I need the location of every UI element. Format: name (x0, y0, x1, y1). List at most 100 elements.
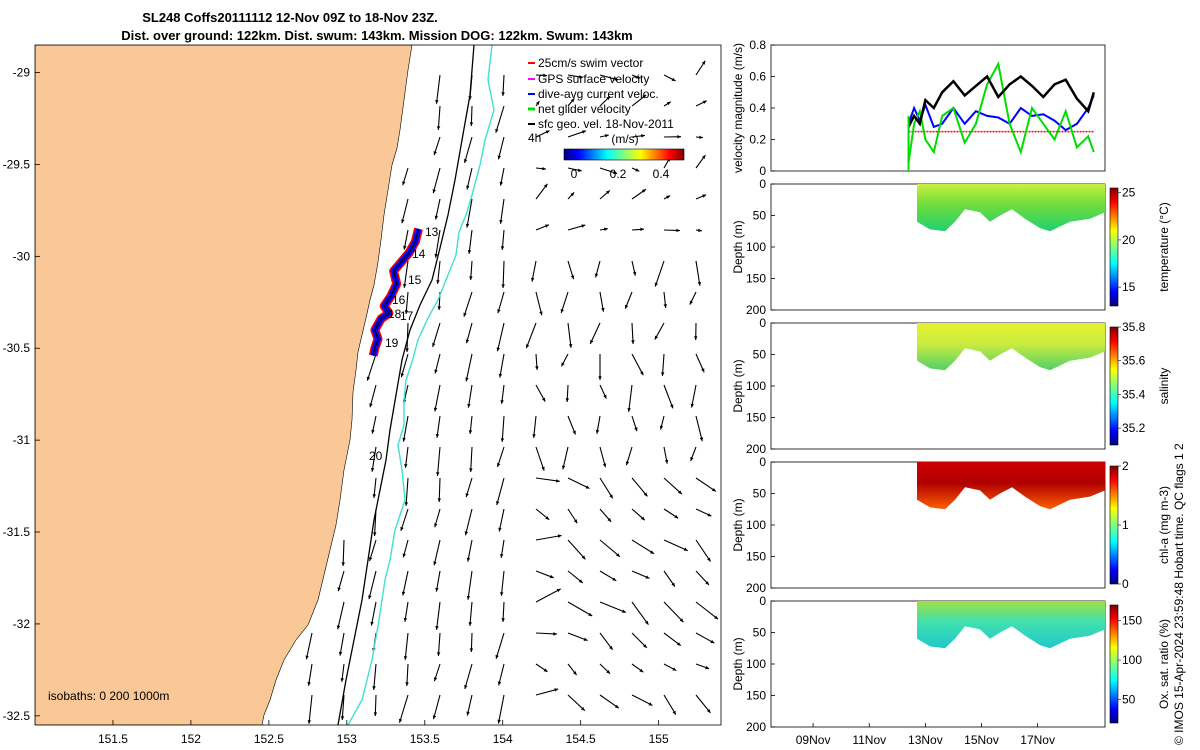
current-vector-head (373, 712, 378, 716)
current-vector (495, 632, 505, 659)
current-vector-head (436, 126, 441, 130)
time-x-tick-label: 09Nov (796, 733, 831, 747)
current-vector-head (434, 253, 438, 258)
current-vector-head (368, 557, 373, 562)
current-vector-head (595, 429, 600, 434)
current-vector (436, 415, 441, 438)
depth-y-tick-label: 50 (753, 348, 767, 362)
colorbar-label: chl-a (mg m-3) (1157, 486, 1171, 564)
current-vector-head (403, 656, 408, 660)
current-vector (339, 632, 345, 656)
colorbar-tick-label: 50 (1122, 692, 1136, 706)
map-x-tick-label: 152 (181, 732, 201, 746)
current-vector (464, 663, 473, 690)
current-vector (663, 477, 683, 495)
map-colorbar-unit: (m/s) (611, 132, 638, 146)
current-vector-head (496, 463, 501, 467)
current-vector (432, 694, 441, 720)
current-vector (404, 632, 409, 660)
current-vector-head (621, 609, 626, 613)
map-x-ticks: 151.5 152 152.5 153 153.5 154 154.5 155 (98, 720, 669, 746)
current-vector-head (570, 275, 575, 280)
current-vector (337, 601, 345, 630)
current-vector-head (400, 373, 405, 378)
current-vector-head (368, 595, 372, 600)
current-vector (695, 601, 719, 620)
current-vector (467, 570, 473, 600)
current-vector-head (660, 372, 665, 376)
current-vector-head (401, 591, 406, 596)
current-vector-head (614, 77, 619, 81)
current-vector-head (467, 250, 472, 254)
colorbar-tick-label: 35.4 (1122, 387, 1146, 401)
current-vector-head (403, 617, 408, 622)
current-vector (695, 539, 711, 562)
current-vector-head (664, 459, 669, 464)
current-vector-head (711, 487, 716, 492)
depth-y-tick-label: 200 (746, 442, 766, 456)
colorbar-tick-label: 35.6 (1122, 354, 1146, 368)
current-vector (467, 539, 473, 562)
current-vector-head (631, 340, 635, 344)
current-vector-head (634, 427, 638, 432)
current-vector (400, 508, 409, 532)
track-day-label: 14 (412, 247, 426, 261)
colorbar-tick-label: 20 (1122, 233, 1136, 247)
current-vector-head (640, 516, 645, 521)
current-vector-head (468, 430, 473, 434)
current-vector-head (594, 273, 599, 278)
current-vector (535, 588, 561, 603)
current-vector-head (697, 281, 702, 286)
current-vector-head (702, 194, 707, 198)
current-vector (560, 291, 569, 314)
current-vector (305, 632, 313, 660)
track-day-labels: 13 14 15 16 17 18 19 20 (369, 225, 439, 463)
current-vector (535, 446, 545, 471)
current-vector-head (604, 134, 609, 138)
current-vector-head (616, 553, 620, 557)
current-vector (369, 539, 377, 562)
current-vector-head (432, 342, 436, 347)
current-vector-head (639, 668, 644, 673)
current-vector-head (432, 189, 436, 194)
current-vector-head (401, 219, 405, 224)
current-vector-head (433, 561, 437, 566)
map-y-tick-label: -30 (13, 249, 31, 263)
current-vector (401, 198, 409, 224)
current-vector-head (437, 306, 441, 310)
glider-track (368, 227, 423, 357)
current-vector-head (645, 575, 650, 579)
current-vector (400, 353, 409, 378)
current-vector-head (466, 711, 470, 716)
current-vector-head (689, 300, 694, 305)
current-vector-head (341, 562, 345, 566)
current-vector-head (435, 587, 439, 592)
current-vector-head (402, 553, 406, 558)
current-vector (663, 384, 674, 409)
current-vector-head (434, 215, 439, 220)
current-vector-head (500, 438, 505, 442)
current-vector-head (372, 494, 377, 498)
map-frame (34, 44, 722, 726)
current-vector-head (601, 307, 605, 312)
current-vector (502, 260, 505, 289)
depth-y-tick-label: 100 (746, 657, 766, 671)
current-vector-head (640, 371, 644, 376)
current-vector (366, 353, 377, 381)
current-vector (631, 477, 648, 497)
current-vector (434, 384, 441, 412)
current-vector (371, 446, 377, 472)
current-vector-head (437, 498, 442, 502)
map-colorbar-tick: 0.2 (610, 167, 627, 181)
track-day-label: 17 (400, 309, 414, 323)
current-vector (406, 663, 409, 686)
current-vector-head (497, 309, 501, 314)
depth-y-tick-label: 150 (746, 550, 766, 564)
current-vector-head (694, 336, 698, 340)
current-vector (498, 663, 505, 686)
colorbar-tick-label: 100 (1122, 653, 1142, 667)
depth-data-section (917, 323, 1105, 371)
current-vector-head (699, 437, 704, 442)
map-y-tick-label: -29 (13, 66, 31, 80)
current-vector (599, 477, 614, 499)
